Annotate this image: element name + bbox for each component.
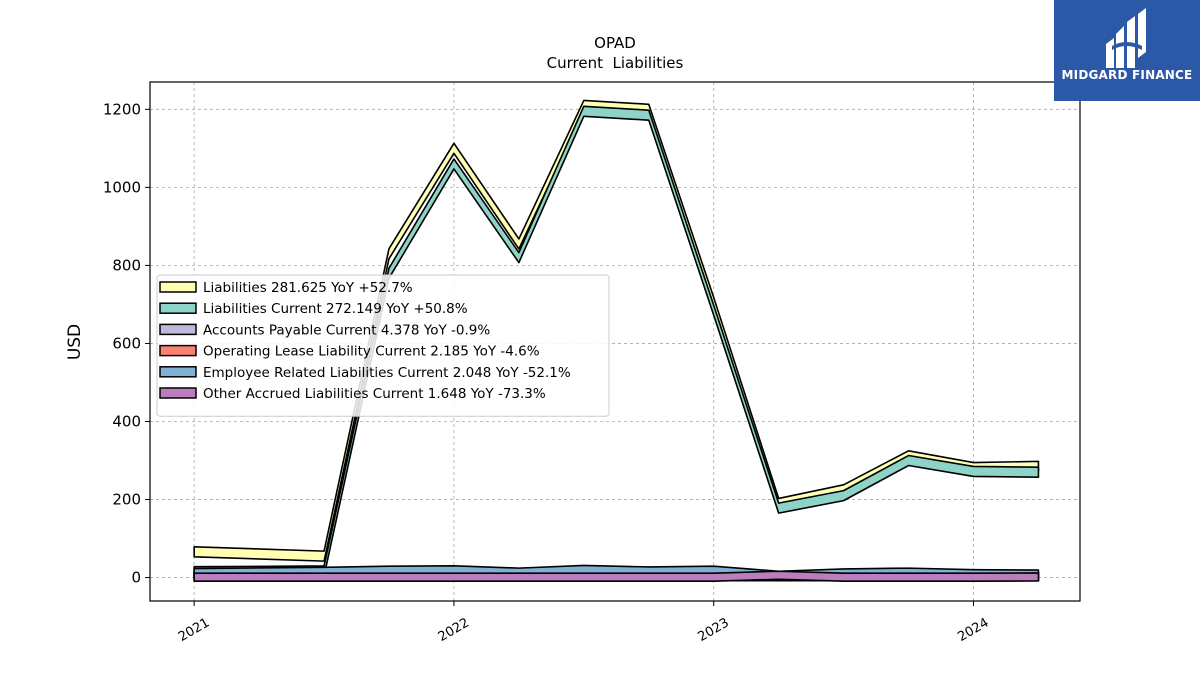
legend-swatch — [159, 302, 197, 314]
logo-mark-icon — [1106, 8, 1146, 68]
x-tick-label: 2023 — [696, 615, 732, 645]
y-tick-label: 600 — [112, 334, 141, 352]
legend-label: Liabilities 281.625 YoY +52.7% — [203, 280, 413, 296]
y-tick-label: 800 — [112, 256, 141, 274]
y-axis-label: USD — [65, 324, 85, 360]
legend-label: Operating Lease Liability Current 2.185 … — [203, 344, 540, 360]
x-tick-label: 2024 — [955, 615, 991, 645]
legend-swatch — [159, 281, 197, 293]
chart-subtitle: Current Liabilities — [547, 54, 684, 72]
y-tick-label: 1000 — [103, 178, 141, 196]
brand-logo: MIDGARD FINANCE — [1054, 0, 1200, 101]
legend-swatch — [159, 387, 197, 399]
x-tick-label: 2021 — [176, 615, 212, 645]
legend-label: Employee Related Liabilities Current 2.0… — [203, 365, 571, 381]
legend-label: Other Accrued Liabilities Current 1.648 … — [203, 386, 546, 402]
y-tick-label: 1200 — [103, 100, 141, 118]
legend-swatch — [159, 344, 197, 357]
x-axis: 2021 2022 2023 2024 — [176, 601, 991, 645]
legend-label: Liabilities Current 272.149 YoY +50.8% — [203, 301, 468, 317]
legend-swatch — [159, 366, 197, 378]
chart-title: OPAD — [594, 34, 636, 52]
legend-box — [156, 274, 610, 417]
legend: Liabilities 281.625 YoY +52.7% Liabilitie… — [156, 274, 610, 417]
y-tick-label: 0 — [131, 569, 141, 587]
plot-frame — [149, 81, 1081, 602]
series-layer — [193, 99, 1040, 582]
y-tick-label: 400 — [112, 412, 141, 430]
series-band-2 — [193, 105, 1040, 578]
x-tick-label: 2022 — [436, 615, 472, 645]
legend-label: Accounts Payable Current 4.378 YoY -0.9% — [203, 322, 490, 338]
legend-swatch — [159, 323, 197, 336]
logo-text: MIDGARD FINANCE — [1061, 68, 1193, 82]
y-axis: 0 200 400 600 800 1000 1200 — [103, 100, 150, 587]
series-band-6 — [193, 570, 1040, 582]
y-tick-label: 200 — [112, 491, 141, 509]
